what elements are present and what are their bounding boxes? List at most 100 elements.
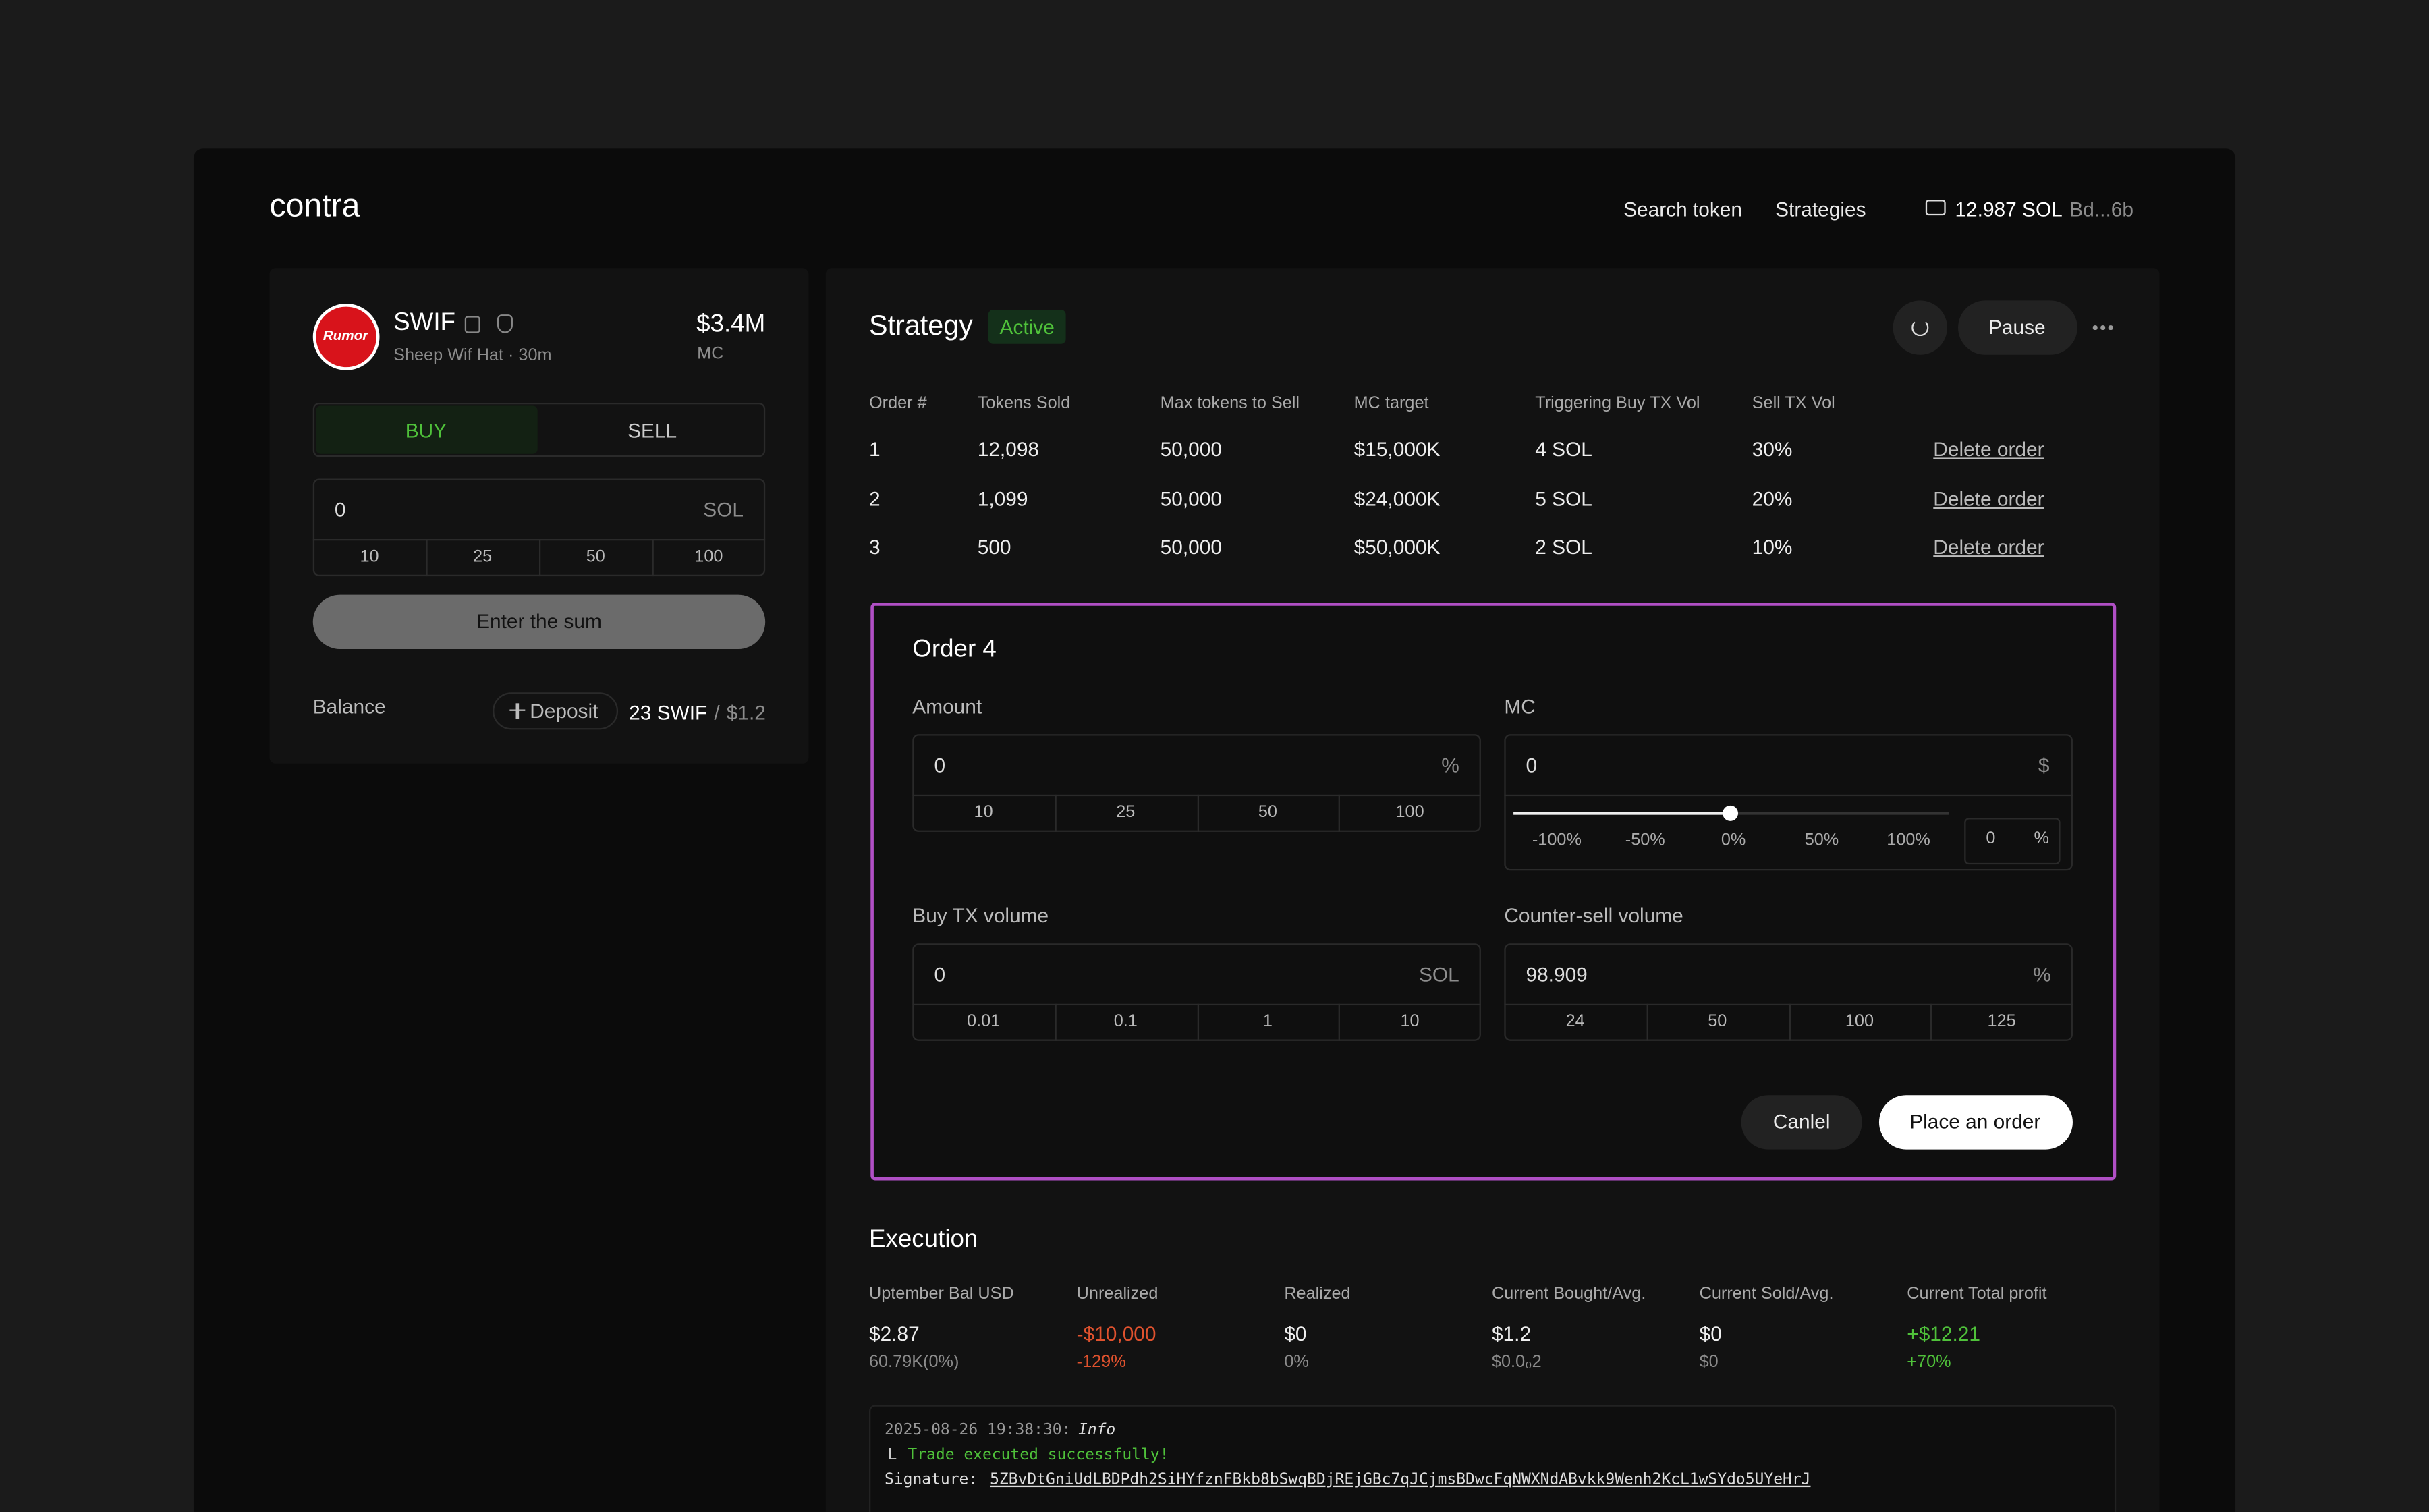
preset[interactable]: 100 <box>694 547 723 567</box>
execution-title: Execution <box>869 1227 978 1254</box>
input-value: 0 <box>1986 829 1996 849</box>
preset[interactable]: 50 <box>1258 803 1277 822</box>
cell: 20% <box>1752 486 1793 510</box>
token-logo <box>312 304 380 370</box>
button-label: Canlel <box>1772 1110 1831 1133</box>
preset[interactable]: 25 <box>1116 803 1136 822</box>
slider-label: -50% <box>1625 831 1665 850</box>
field-label: Counter-sell volume <box>1504 903 1683 928</box>
delete-order[interactable]: Delete order <box>1933 535 2044 559</box>
cancel-button[interactable] <box>1741 1095 1862 1150</box>
preset[interactable]: 1 <box>1262 1012 1273 1031</box>
market-cap: $3.4M <box>696 311 766 338</box>
divider <box>1646 1003 1648 1041</box>
metric-label: Current Bought/Avg. <box>1491 1285 1646 1304</box>
input-unit: SOL <box>703 498 744 522</box>
cell: 500 <box>977 535 1011 559</box>
deposit-label: Deposit <box>530 699 598 723</box>
preset[interactable]: 100 <box>1845 1012 1874 1031</box>
cell: 50,000 <box>1160 535 1222 559</box>
tab-label[interactable]: SELL <box>627 419 677 443</box>
button-label: Place an order <box>1909 1110 2041 1133</box>
input-unit: % <box>2034 829 2049 849</box>
refresh-icon <box>1911 318 1929 337</box>
cell: $24,000K <box>1353 486 1441 510</box>
plus-icon <box>516 702 519 719</box>
field-label: Amount <box>912 694 982 719</box>
preset[interactable]: 25 <box>473 547 493 567</box>
logo-text: Rumor <box>323 327 368 343</box>
preset[interactable]: 50 <box>586 547 605 567</box>
preset[interactable]: 0.01 <box>967 1012 1001 1031</box>
slider-label: 100% <box>1887 831 1930 850</box>
preset[interactable]: 10 <box>360 547 379 567</box>
wallet-balance: 12.987 SOL <box>1955 197 2063 221</box>
field-label: Buy TX volume <box>912 903 1049 928</box>
metric-sub: $0 <box>1699 1353 1719 1372</box>
input-value: 0 <box>934 753 946 777</box>
cell: 2 <box>869 486 881 510</box>
button-label: Pause <box>1988 315 2046 339</box>
preset[interactable]: 125 <box>1987 1012 2016 1031</box>
preset[interactable]: 50 <box>1708 1012 1727 1031</box>
nav-link[interactable]: Strategies <box>1775 197 1866 221</box>
column-header: MC target <box>1353 394 1429 413</box>
divider <box>1788 1003 1790 1041</box>
preset[interactable]: 10 <box>1400 1012 1420 1031</box>
metric-sub: +70% <box>1907 1353 1951 1372</box>
preset[interactable]: 10 <box>974 803 993 822</box>
strategy-title: Strategy <box>869 310 973 341</box>
cell: 50,000 <box>1160 486 1222 510</box>
signature[interactable]: 5ZBvDtGniUdLBDPdh2SiHYfznFBkb8bSwqBDjREj… <box>990 1472 1811 1489</box>
preset[interactable]: 100 <box>1395 803 1424 822</box>
slider-knob[interactable] <box>1723 805 1739 821</box>
delete-order[interactable]: Delete order <box>1933 437 2044 461</box>
cell: $50,000K <box>1353 535 1441 559</box>
log-box <box>869 1405 2117 1512</box>
percent-input[interactable] <box>1964 818 2061 865</box>
status: Active <box>999 315 1055 339</box>
metric-value: $2.87 <box>869 1322 920 1346</box>
metric-sub: -129% <box>1076 1353 1126 1372</box>
token-subtitle: Sheep Wif Hat · 30m <box>393 346 552 365</box>
balance-usd: $1.2 <box>726 700 766 725</box>
preset[interactable]: 0.1 <box>1113 1012 1138 1031</box>
place-order-button[interactable] <box>1878 1095 2073 1150</box>
metric-value: +$12.21 <box>1907 1322 1981 1346</box>
cell: 2 SOL <box>1535 535 1592 559</box>
metric-value: $1.2 <box>1491 1322 1532 1346</box>
delete-order[interactable]: Delete order <box>1933 486 2044 510</box>
input-box <box>1504 734 2073 871</box>
cell: 30% <box>1752 437 1793 461</box>
slider-label: 50% <box>1804 831 1839 850</box>
buy-tab[interactable] <box>316 405 538 454</box>
metric-label: Realized <box>1284 1285 1351 1304</box>
brand: contra <box>269 188 360 224</box>
divider <box>652 538 654 577</box>
submit-button[interactable] <box>312 594 766 649</box>
wallet-address: Bd...6b <box>2069 197 2133 221</box>
column-header: Sell TX Vol <box>1752 394 1835 413</box>
copy-icon[interactable] <box>464 316 480 333</box>
preset[interactable]: 24 <box>1565 1012 1585 1031</box>
slider-label: 0% <box>1721 831 1746 850</box>
divider <box>1339 1003 1341 1041</box>
deposit-button[interactable] <box>493 692 619 730</box>
metric-label: Current Total profit <box>1907 1285 2047 1304</box>
pause-button[interactable] <box>1958 300 2077 355</box>
social-icon[interactable] <box>497 314 513 333</box>
market-cap-label: MC <box>697 344 724 364</box>
nav-link[interactable]: Search token <box>1623 197 1743 221</box>
metric-sub: 0% <box>1284 1353 1309 1372</box>
tab-label: BUY <box>405 419 447 443</box>
more-dot <box>2100 325 2105 329</box>
order-title: Order 4 <box>912 636 997 663</box>
button-label: Enter the sum <box>476 609 602 633</box>
input-unit: % <box>1441 753 1459 777</box>
metric-label: Uptember Bal USD <box>869 1285 1014 1304</box>
input-value: 0 <box>1526 753 1538 777</box>
input-unit: % <box>2033 962 2051 986</box>
cell: 5 SOL <box>1535 486 1592 510</box>
divider <box>538 538 541 577</box>
